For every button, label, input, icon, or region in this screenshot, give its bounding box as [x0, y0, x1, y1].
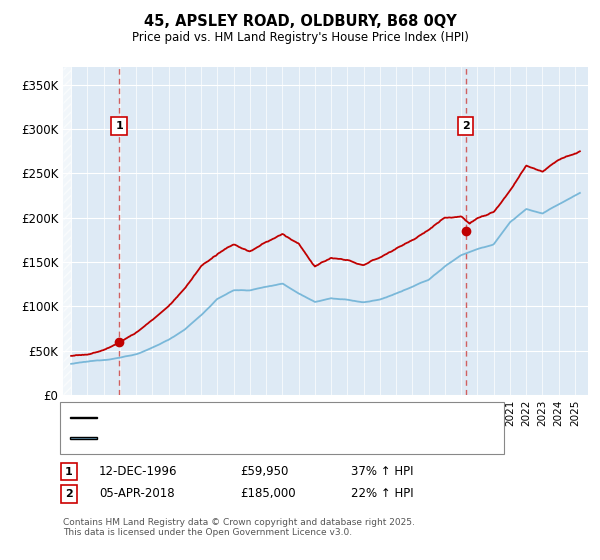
- Text: 22% ↑ HPI: 22% ↑ HPI: [351, 487, 413, 501]
- Text: 1: 1: [65, 466, 73, 477]
- Text: £59,950: £59,950: [240, 465, 289, 478]
- Text: Price paid vs. HM Land Registry's House Price Index (HPI): Price paid vs. HM Land Registry's House …: [131, 31, 469, 44]
- Text: 12-DEC-1996: 12-DEC-1996: [99, 465, 178, 478]
- Text: 1: 1: [115, 121, 123, 131]
- Text: 2: 2: [65, 489, 73, 499]
- Text: 2: 2: [462, 121, 469, 131]
- Text: HPI: Average price, semi-detached house, Sandwell: HPI: Average price, semi-detached house,…: [102, 433, 371, 443]
- Text: 37% ↑ HPI: 37% ↑ HPI: [351, 465, 413, 478]
- Bar: [63, 67, 71, 395]
- Text: £185,000: £185,000: [240, 487, 296, 501]
- Text: 45, APSLEY ROAD, OLDBURY, B68 0QY: 45, APSLEY ROAD, OLDBURY, B68 0QY: [143, 14, 457, 29]
- Text: 05-APR-2018: 05-APR-2018: [99, 487, 175, 501]
- Text: 45, APSLEY ROAD, OLDBURY, B68 0QY (semi-detached house): 45, APSLEY ROAD, OLDBURY, B68 0QY (semi-…: [102, 413, 425, 423]
- Text: Contains HM Land Registry data © Crown copyright and database right 2025.
This d: Contains HM Land Registry data © Crown c…: [63, 518, 415, 538]
